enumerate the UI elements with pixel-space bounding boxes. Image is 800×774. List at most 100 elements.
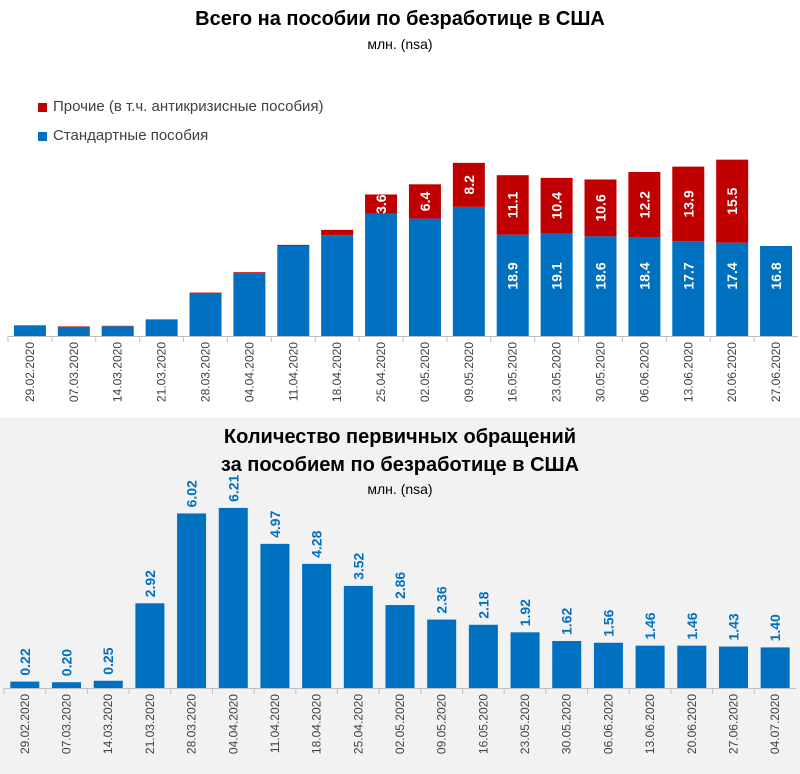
bar-claims	[385, 605, 415, 688]
legend-item-other: Прочие (в т.ч. антикризисные пособия)	[38, 98, 324, 115]
stacked-bar-chart: 29.02.2020 07.03.2020 14.03.2020 21.03.2020…	[7, 159, 798, 402]
chart-subtitle: млн. (nsa)	[367, 36, 433, 52]
x-tick-label: 13.06.2020	[681, 342, 695, 402]
bar-other	[57, 326, 90, 327]
bar-standard	[321, 235, 354, 336]
x-tick-label: 23.05.2020	[550, 342, 564, 402]
data-label-other: 10.4	[549, 192, 565, 219]
bar-standard	[13, 325, 46, 336]
bar-other	[233, 272, 266, 274]
x-tick-label: 28.03.2020	[199, 342, 213, 402]
x-tick-label: 30.05.2020	[594, 342, 608, 402]
bar-other	[189, 292, 222, 294]
bar-claims	[302, 563, 332, 688]
x-tick-label: 23.05.2020	[518, 694, 532, 754]
x-tick-label: 09.05.2020	[435, 694, 449, 754]
chart-title: Всего на пособии по безработице в США	[195, 8, 605, 30]
bar-standard	[716, 242, 749, 336]
bar-claims	[552, 641, 582, 688]
bar-claims	[218, 507, 248, 688]
stacked-chart-panel: Всего на пособии по безработице в США мл…	[7, 8, 798, 403]
data-label-other: 15.5	[724, 187, 740, 214]
data-label: 0.20	[59, 649, 75, 676]
bar-claims	[718, 646, 748, 688]
bar-standard	[584, 236, 617, 336]
x-tick-label: 20.06.2020	[725, 342, 739, 402]
bar-other	[13, 325, 46, 326]
bar-standard	[452, 206, 485, 336]
bar-other	[321, 229, 354, 236]
x-tick-label: 16.05.2020	[506, 342, 520, 402]
claims-bar-chart: 0.22 29.02.2020 0.20 07.03.2020 0.25 14.03.20…	[3, 474, 796, 754]
bar-other	[716, 159, 749, 243]
bar-standard	[277, 245, 310, 336]
bar-other	[277, 244, 310, 246]
data-label: 3.52	[350, 552, 366, 579]
data-label-standard: 18.9	[505, 262, 521, 289]
x-tick-label: 04.04.2020	[242, 342, 256, 402]
x-tick-label: 16.05.2020	[476, 694, 490, 754]
x-tick-label: 18.04.2020	[330, 342, 344, 402]
chart-title-line-1: Количество первичных обращений	[223, 426, 577, 448]
legend-swatch-standard	[38, 131, 47, 141]
x-tick-label: 09.05.2020	[462, 342, 476, 402]
bar-standard	[540, 233, 573, 336]
bar-other	[365, 194, 398, 214]
data-label-other: 6.4	[417, 192, 433, 212]
x-tick-label: 07.03.2020	[60, 694, 74, 754]
x-tick-label: 06.06.2020	[637, 342, 651, 402]
bar-claims	[260, 543, 290, 688]
x-tick-label: 28.03.2020	[185, 694, 199, 754]
data-label: 1.46	[684, 612, 700, 639]
data-label: 2.92	[142, 570, 158, 597]
claims-chart-panel: Количество первичных обращений за пособи…	[0, 418, 800, 774]
data-label-standard: 18.6	[593, 262, 609, 289]
data-label: 2.36	[434, 586, 450, 613]
data-label: 2.86	[392, 572, 408, 599]
data-label: 1.62	[559, 608, 575, 635]
legend-label-standard: Стандартные пособия	[53, 127, 209, 144]
bar-claims	[510, 632, 540, 688]
x-tick-label: 13.06.2020	[643, 694, 657, 754]
x-tick-label: 29.02.2020	[23, 342, 37, 402]
legend-swatch-other	[38, 102, 47, 112]
x-tick-label: 14.03.2020	[101, 694, 115, 754]
x-tick-label: 04.07.2020	[768, 694, 782, 754]
data-label: 0.22	[17, 648, 33, 675]
data-label: 2.18	[475, 591, 491, 618]
data-label-standard: 19.1	[549, 262, 565, 289]
data-label-other: 11.1	[505, 192, 521, 219]
data-label: 1.56	[600, 609, 616, 636]
bar-other	[584, 179, 617, 237]
data-label: 1.46	[642, 612, 658, 639]
data-label-standard: 17.4	[724, 262, 740, 289]
x-tick-label: 07.03.2020	[67, 342, 81, 402]
bar-claims	[427, 619, 457, 688]
x-tick-label: 21.03.2020	[143, 694, 157, 754]
data-label: 6.21	[225, 474, 241, 501]
x-tick-label: 27.06.2020	[726, 694, 740, 754]
x-tick-label: 11.04.2020	[286, 342, 300, 401]
bar-standard	[365, 213, 398, 336]
data-label-standard: 18.4	[636, 262, 652, 289]
data-label-other: 13.9	[680, 190, 696, 217]
bar-claims	[177, 513, 207, 688]
bar-claims	[93, 680, 123, 688]
data-label-standard: 17.7	[680, 262, 696, 289]
legend-item-standard: Стандартные пособия	[38, 127, 208, 144]
data-label: 1.40	[767, 614, 783, 641]
bar-other	[452, 162, 485, 207]
x-tick-label: 27.06.2020	[769, 342, 783, 402]
bar-other	[540, 177, 573, 234]
bar-claims	[343, 585, 373, 688]
bar-claims	[677, 645, 707, 688]
bar-other	[628, 171, 661, 238]
chart-subtitle: млн. (nsa)	[367, 481, 433, 497]
x-tick-label: 14.03.2020	[111, 342, 125, 402]
bar-other	[496, 175, 529, 235]
x-tick-label: 02.05.2020	[393, 694, 407, 754]
bar-standard	[189, 293, 222, 336]
bar-claims	[10, 681, 40, 688]
bar-claims	[135, 603, 165, 688]
bar-standard	[57, 326, 90, 336]
